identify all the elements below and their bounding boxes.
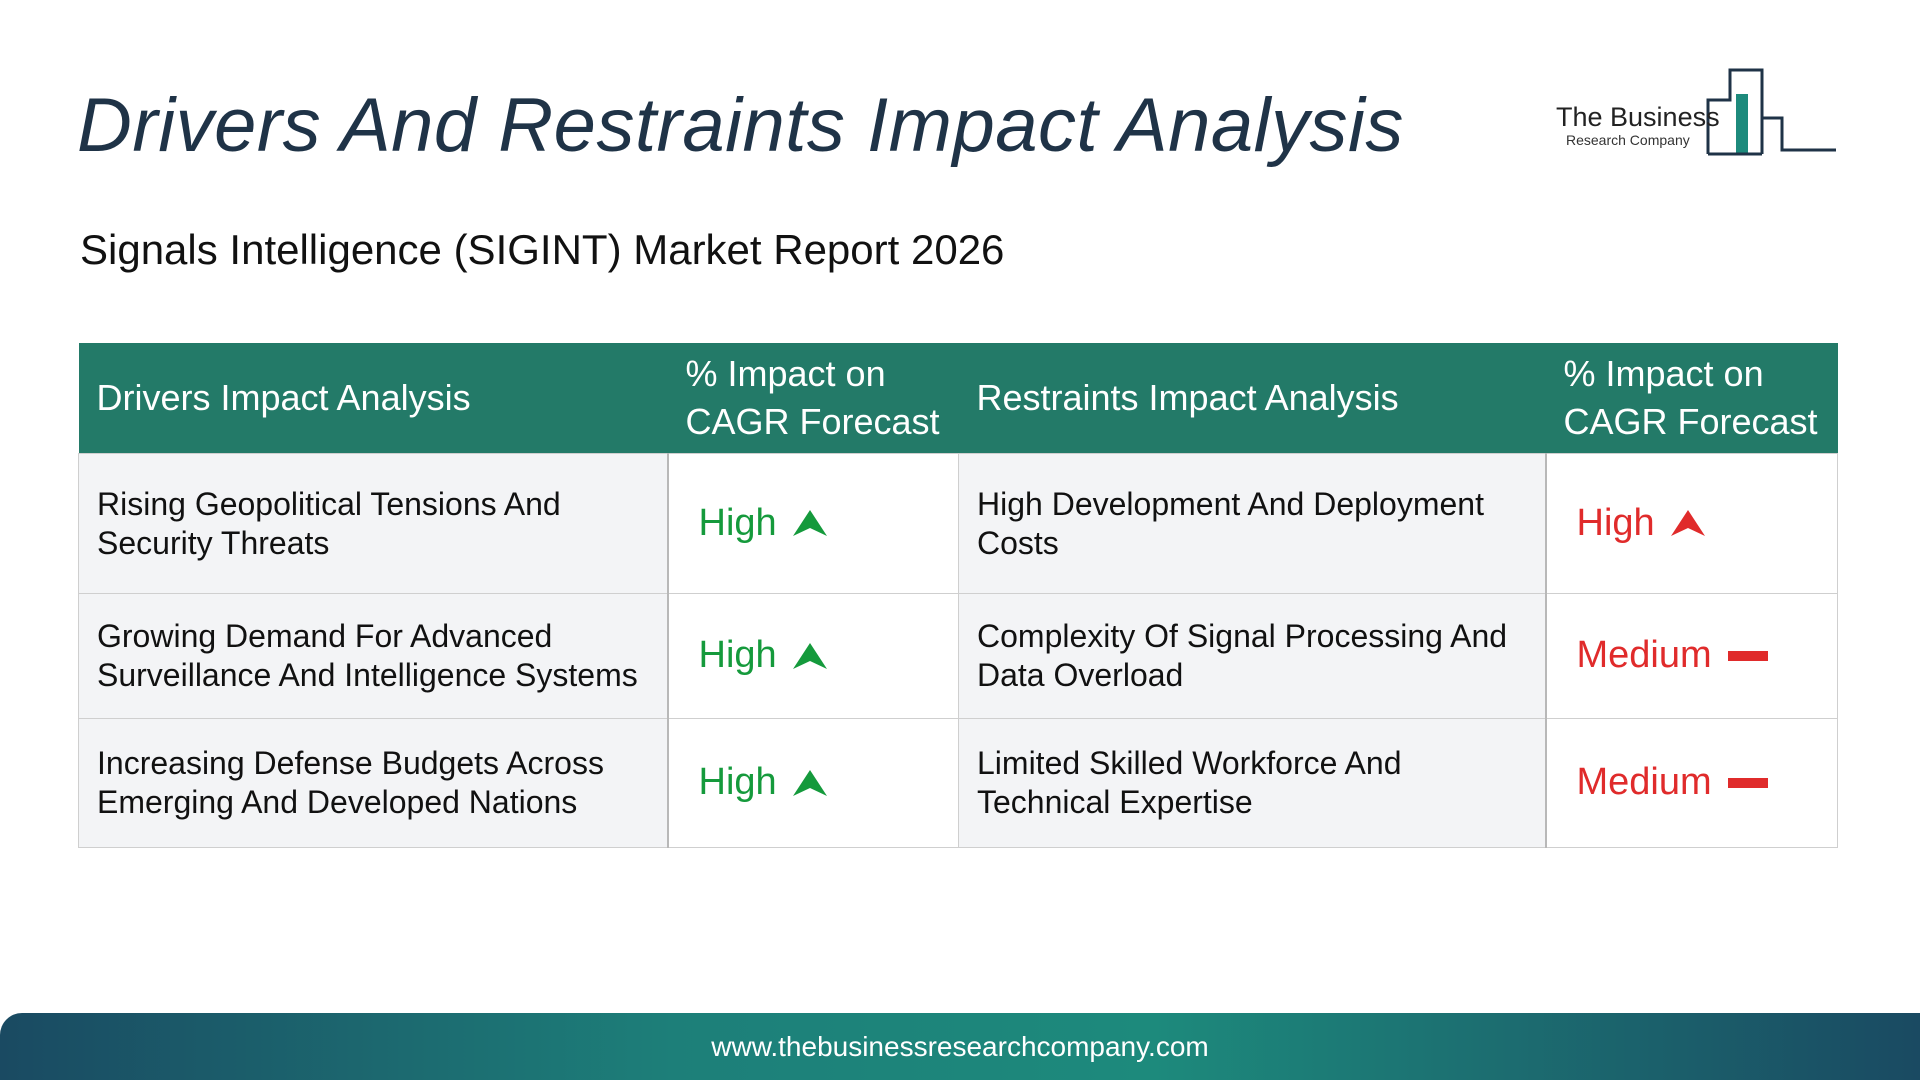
footer-url-link[interactable]: www.thebusinessresearchcompany.com (711, 1031, 1209, 1062)
dash-red-icon (1727, 650, 1768, 661)
footer-bar: www.thebusinessresearchcompany.com (0, 1013, 1920, 1080)
logo-name: The Business (1556, 102, 1720, 132)
driver-impact-cell: High (666, 593, 959, 719)
logo-bars-icon (1706, 68, 1836, 156)
restraint-cell: High Development And Deployment Costs (958, 453, 1546, 594)
up-arrow-green-icon (792, 769, 827, 796)
header-restraints: Restraints Impact Analysis (958, 343, 1546, 454)
company-logo: The Business Research Company (1550, 64, 1840, 160)
driver-impact-label: High (698, 501, 777, 544)
driver-cell: Rising Geopolitical Tensions And Securit… (78, 453, 668, 594)
header-drivers: Drivers Impact Analysis (78, 343, 668, 454)
page-title: Drivers And Restraints Impact Analysis (77, 83, 1404, 168)
driver-cell: Growing Demand For Advanced Surveillance… (78, 593, 668, 719)
driver-impact-cell: High (666, 718, 959, 848)
restraint-cell: Complexity Of Signal Processing And Data… (958, 593, 1546, 719)
restraint-impact-label: High (1576, 501, 1655, 544)
up-arrow-green-icon (792, 642, 827, 669)
up-arrow-red-icon (1670, 510, 1705, 536)
driver-cell: Increasing Defense Budgets Across Emergi… (78, 718, 668, 848)
dash-red-icon (1727, 777, 1768, 788)
driver-impact-label: High (698, 761, 777, 803)
header-restraints-impact: % Impact on CAGR Forecast (1545, 343, 1838, 454)
driver-impact-cell: High (666, 453, 959, 594)
impact-table: Drivers Impact Analysis % Impact on CAGR… (78, 343, 1838, 848)
restraint-impact-label: Medium (1576, 634, 1712, 676)
restraint-impact-label: Medium (1576, 761, 1712, 803)
driver-impact-label: High (698, 634, 777, 676)
logo-tagline: Research Company (1566, 132, 1690, 148)
table-header-row: Drivers Impact Analysis % Impact on CAGR… (78, 343, 1838, 454)
table-row: Rising Geopolitical Tensions And Securit… (78, 453, 1838, 594)
restraint-impact-cell: Medium (1544, 593, 1838, 719)
table-row: Increasing Defense Budgets Across Emergi… (78, 718, 1838, 848)
restraint-impact-cell: Medium (1544, 718, 1838, 848)
table-row: Growing Demand For Advanced Surveillance… (78, 593, 1838, 719)
report-subtitle: Signals Intelligence (SIGINT) Market Rep… (80, 226, 1005, 273)
header-drivers-impact: % Impact on CAGR Forecast (667, 343, 959, 454)
restraint-cell: Limited Skilled Workforce And Technical … (958, 718, 1546, 848)
restraint-impact-cell: High (1544, 453, 1838, 594)
up-arrow-green-icon (792, 510, 827, 536)
